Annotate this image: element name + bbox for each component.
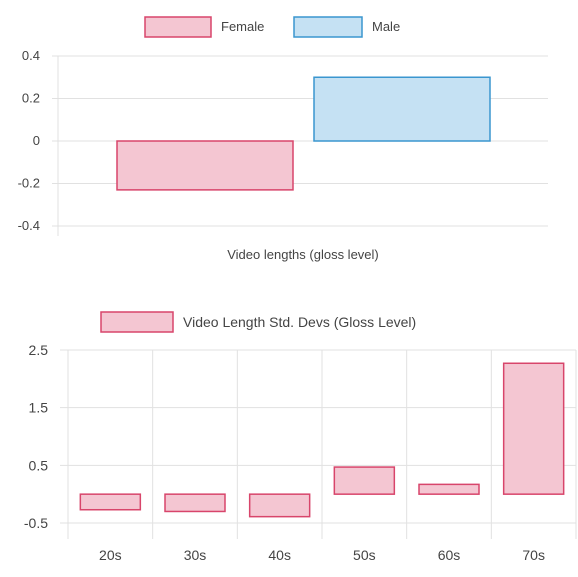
bar-60s bbox=[418, 483, 480, 495]
legend-label-female: Female bbox=[221, 19, 264, 34]
legend-label-male: Male bbox=[372, 19, 400, 34]
bar-20s bbox=[79, 493, 142, 511]
y-tick-label: -0.5 bbox=[24, 515, 48, 531]
x-tick-label: 70s bbox=[522, 547, 545, 563]
x-tick-label: 30s bbox=[184, 547, 207, 563]
y-tick-label: 0 bbox=[33, 133, 40, 148]
x-tick-label: 60s bbox=[438, 547, 461, 563]
y-tick-label: 2.5 bbox=[29, 342, 49, 358]
x-tick-label: 40s bbox=[268, 547, 291, 563]
legend-swatch-male bbox=[293, 16, 363, 38]
bar-40s bbox=[248, 493, 311, 518]
y-tick-label: -0.4 bbox=[18, 218, 40, 233]
legend-swatch-std-devs bbox=[100, 311, 174, 333]
bar-30s bbox=[164, 493, 226, 513]
bar-female bbox=[116, 140, 294, 191]
y-tick-label: 0.2 bbox=[22, 91, 40, 106]
y-tick-label: 0.4 bbox=[22, 48, 40, 63]
y-tick-label: -0.2 bbox=[18, 176, 40, 191]
bar-70s bbox=[502, 362, 565, 495]
legend-label-std-devs: Video Length Std. Devs (Gloss Level) bbox=[183, 314, 416, 330]
x-tick-label: 20s bbox=[99, 547, 122, 563]
legend-swatch-female bbox=[144, 16, 212, 38]
bar-50s bbox=[333, 466, 396, 495]
y-tick-label: 0.5 bbox=[29, 457, 49, 473]
x-category-label: Video lengths (gloss level) bbox=[227, 247, 379, 262]
x-tick-label: 50s bbox=[353, 547, 376, 563]
y-tick-label: 1.5 bbox=[29, 400, 49, 416]
bar-male bbox=[313, 76, 491, 142]
